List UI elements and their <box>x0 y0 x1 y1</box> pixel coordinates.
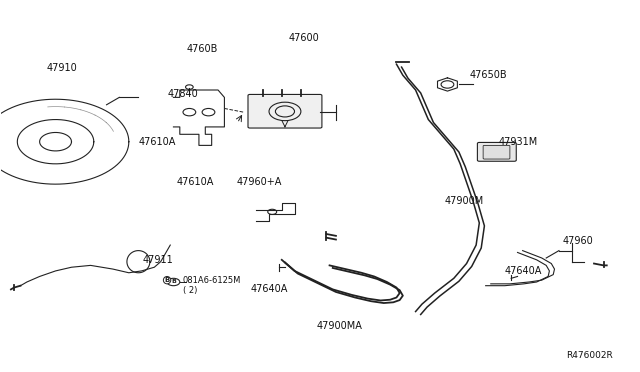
FancyBboxPatch shape <box>483 145 510 159</box>
Text: 47900M: 47900M <box>444 196 483 206</box>
Text: 47610A: 47610A <box>177 177 214 187</box>
Text: 47640A: 47640A <box>505 266 542 276</box>
Text: 4760B: 4760B <box>186 44 218 54</box>
Text: 47640A: 47640A <box>250 284 288 294</box>
Text: B: B <box>171 279 176 285</box>
Text: B: B <box>164 277 170 283</box>
Text: 47900MA: 47900MA <box>316 321 362 331</box>
Text: 47650B: 47650B <box>470 70 508 80</box>
Text: 47910: 47910 <box>47 63 77 73</box>
FancyBboxPatch shape <box>248 94 322 128</box>
Text: 47600: 47600 <box>289 33 319 43</box>
Text: R476002R: R476002R <box>566 351 613 360</box>
Text: 47960+A: 47960+A <box>237 177 282 187</box>
Text: 081A6-6125M
( 2): 081A6-6125M ( 2) <box>183 276 241 295</box>
Text: 47911: 47911 <box>142 255 173 265</box>
Text: 47960: 47960 <box>562 236 593 246</box>
FancyBboxPatch shape <box>477 142 516 161</box>
Text: 47610A: 47610A <box>139 137 176 147</box>
Text: 47931M: 47931M <box>499 137 538 147</box>
Text: 47840: 47840 <box>168 89 198 99</box>
